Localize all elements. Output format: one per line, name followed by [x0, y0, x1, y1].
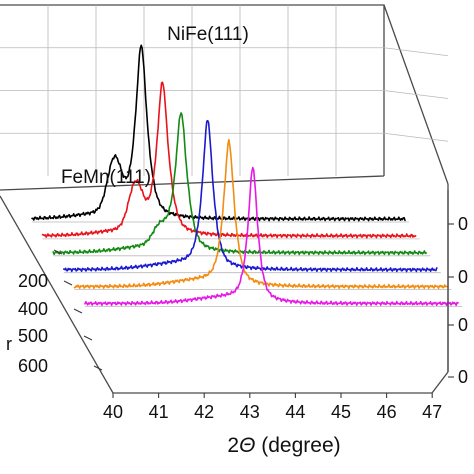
depth-tick-label: 400	[18, 299, 48, 319]
x-axis-label-prefix: 2	[227, 434, 239, 457]
depth-tick-mark	[63, 280, 73, 286]
chart-back-wall	[0, 4, 449, 372]
annotation-femn: FeMn(111)	[61, 167, 151, 188]
series-6-trace	[84, 166, 459, 307]
series-4-trace	[62, 119, 438, 273]
depth-tick-label: 500	[18, 326, 48, 346]
depth-tick-mark	[83, 335, 93, 341]
x-axis-ticks: 40 41 42 43 44 45 46 47	[103, 393, 442, 422]
annotation-nife: NiFe(111)	[167, 24, 249, 45]
x-tick-label: 41	[149, 402, 169, 422]
right-axis-ticks: 0 0 0 0	[448, 214, 468, 387]
side-wall-grid	[383, 90, 449, 99]
right-tick-label: 0	[458, 267, 468, 287]
series-traces	[31, 44, 459, 307]
depth-axis-ticks: 0200400500600r	[6, 249, 103, 376]
x-tick-label: 43	[240, 402, 260, 422]
series-5-trace	[73, 138, 449, 290]
x-tick-label: 45	[331, 402, 351, 422]
right-floor-edge	[431, 371, 449, 394]
side-wall-grid	[383, 47, 449, 57]
x-tick-label: 40	[103, 402, 123, 422]
depth-tick-mark	[93, 365, 103, 371]
chart-front-edges	[0, 190, 449, 394]
floor-back-edge	[0, 175, 385, 191]
depth-tick-mark	[73, 308, 83, 314]
depth-tick-label: 600	[18, 356, 48, 376]
series-1-trace	[31, 44, 406, 222]
x-tick-label: 44	[285, 402, 305, 422]
series-2-trace	[41, 81, 417, 239]
right-tick-label: 0	[458, 214, 468, 234]
x-axis-label-symbol: Θ	[239, 434, 255, 457]
side-wall-grid	[383, 132, 449, 142]
depth-tick-label: 200	[18, 271, 48, 291]
depth-axis-label-partial: r	[6, 334, 12, 354]
x-tick-label: 42	[194, 402, 214, 422]
x-tick-label: 46	[377, 402, 397, 422]
chart-floor	[32, 221, 462, 307]
right-tick-label: 0	[458, 315, 468, 335]
depth-axis-line	[0, 195, 114, 394]
x-axis-label-unit: (degree)	[255, 434, 340, 457]
right-tick-label: 0	[458, 367, 468, 387]
depth-tick-mark	[53, 249, 63, 255]
x-tick-label: 47	[422, 402, 442, 422]
x-axis-label: 2Θ (degree)	[227, 434, 340, 457]
